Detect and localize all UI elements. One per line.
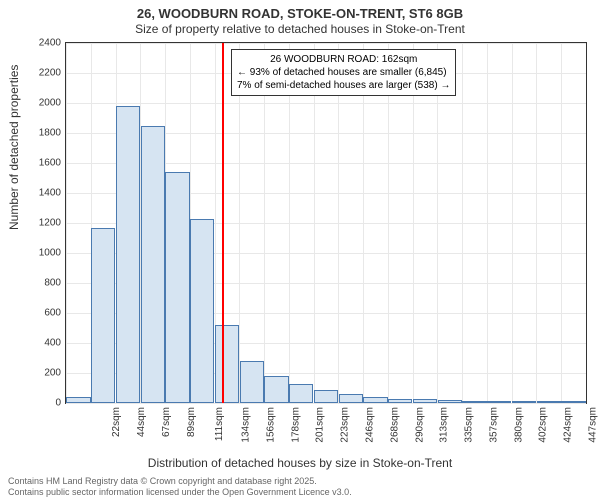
x-axis-label: Distribution of detached houses by size … xyxy=(0,456,600,470)
y-tick: 2400 xyxy=(39,38,66,49)
gridline-v xyxy=(388,43,389,403)
gridline-v xyxy=(289,43,290,403)
attribution-line1: Contains HM Land Registry data © Crown c… xyxy=(8,476,352,487)
gridline-v xyxy=(487,43,488,403)
histogram-bar xyxy=(487,401,511,403)
x-tick: 268sqm xyxy=(389,407,400,443)
x-tick: 44sqm xyxy=(136,407,147,437)
gridline-v xyxy=(561,43,562,403)
x-tick: 156sqm xyxy=(266,407,277,443)
histogram-bar xyxy=(264,376,288,403)
histogram-bar xyxy=(314,390,338,404)
annotation-line3: 7% of semi-detached houses are larger (5… xyxy=(237,79,450,92)
x-tick: 357sqm xyxy=(488,407,499,443)
gridline-h xyxy=(66,103,586,104)
x-tick: 223sqm xyxy=(340,407,351,443)
annotation-box: 26 WOODBURN ROAD: 162sqm ← 93% of detach… xyxy=(231,49,456,96)
histogram-bar xyxy=(66,397,90,403)
y-tick: 1000 xyxy=(39,248,66,259)
histogram-bar xyxy=(215,325,239,403)
histogram-bar xyxy=(141,126,165,404)
histogram-bar xyxy=(190,219,214,404)
y-tick: 2200 xyxy=(39,68,66,79)
gridline-v xyxy=(437,43,438,403)
gridline-v xyxy=(363,43,364,403)
y-tick: 1600 xyxy=(39,158,66,169)
gridline-h xyxy=(66,403,586,404)
gridline-v xyxy=(338,43,339,403)
x-tick: 134sqm xyxy=(241,407,252,443)
x-tick: 447sqm xyxy=(587,407,598,443)
gridline-h xyxy=(66,43,586,44)
gridline-v xyxy=(536,43,537,403)
chart-title: 26, WOODBURN ROAD, STOKE-ON-TRENT, ST6 8… xyxy=(0,6,600,21)
y-axis-label: Number of detached properties xyxy=(7,65,21,230)
gridline-v xyxy=(462,43,463,403)
histogram-bar xyxy=(413,399,437,403)
chart-subtitle: Size of property relative to detached ho… xyxy=(0,22,600,36)
histogram-bar xyxy=(561,401,585,403)
histogram-bar xyxy=(289,384,313,404)
y-tick: 1200 xyxy=(39,218,66,229)
y-tick: 2000 xyxy=(39,98,66,109)
gridline-v xyxy=(314,43,315,403)
x-tick: 89sqm xyxy=(186,407,197,437)
y-tick: 1800 xyxy=(39,128,66,139)
gridline-v xyxy=(512,43,513,403)
x-tick: 424sqm xyxy=(563,407,574,443)
gridline-v xyxy=(239,43,240,403)
x-tick: 246sqm xyxy=(365,407,376,443)
annotation-line1: 26 WOODBURN ROAD: 162sqm xyxy=(237,53,450,66)
x-tick: 111sqm xyxy=(215,407,226,441)
y-tick: 800 xyxy=(44,278,66,289)
gridline-v xyxy=(264,43,265,403)
attribution: Contains HM Land Registry data © Crown c… xyxy=(8,476,352,498)
histogram-bar xyxy=(363,397,387,403)
x-tick: 67sqm xyxy=(161,407,172,437)
x-tick: 22sqm xyxy=(111,407,122,437)
plot-area: 26 WOODBURN ROAD: 162sqm ← 93% of detach… xyxy=(65,42,587,404)
histogram-bar xyxy=(388,399,412,404)
y-tick: 0 xyxy=(55,398,66,409)
gridline-v xyxy=(66,43,67,403)
histogram-bar xyxy=(165,172,189,403)
histogram-bar xyxy=(339,394,363,403)
histogram-bar xyxy=(462,401,486,403)
x-tick: 402sqm xyxy=(538,407,549,443)
x-tick: 178sqm xyxy=(290,407,301,443)
x-tick: 380sqm xyxy=(513,407,524,443)
histogram-chart: 26, WOODBURN ROAD, STOKE-ON-TRENT, ST6 8… xyxy=(0,0,600,500)
histogram-bar xyxy=(537,401,561,403)
attribution-line2: Contains public sector information licen… xyxy=(8,487,352,498)
x-tick: 335sqm xyxy=(464,407,475,443)
x-tick: 290sqm xyxy=(414,407,425,443)
marker-line xyxy=(222,43,224,403)
y-tick: 600 xyxy=(44,308,66,319)
x-tick: 313sqm xyxy=(439,407,450,443)
gridline-v xyxy=(413,43,414,403)
y-tick: 400 xyxy=(44,338,66,349)
x-tick: 201sqm xyxy=(315,407,326,443)
histogram-bar xyxy=(240,361,264,403)
y-tick: 200 xyxy=(44,368,66,379)
histogram-bar xyxy=(512,401,536,403)
histogram-bar xyxy=(116,106,140,403)
histogram-bar xyxy=(438,400,462,403)
y-tick: 1400 xyxy=(39,188,66,199)
annotation-line2: ← 93% of detached houses are smaller (6,… xyxy=(237,66,450,79)
histogram-bar xyxy=(91,228,115,404)
